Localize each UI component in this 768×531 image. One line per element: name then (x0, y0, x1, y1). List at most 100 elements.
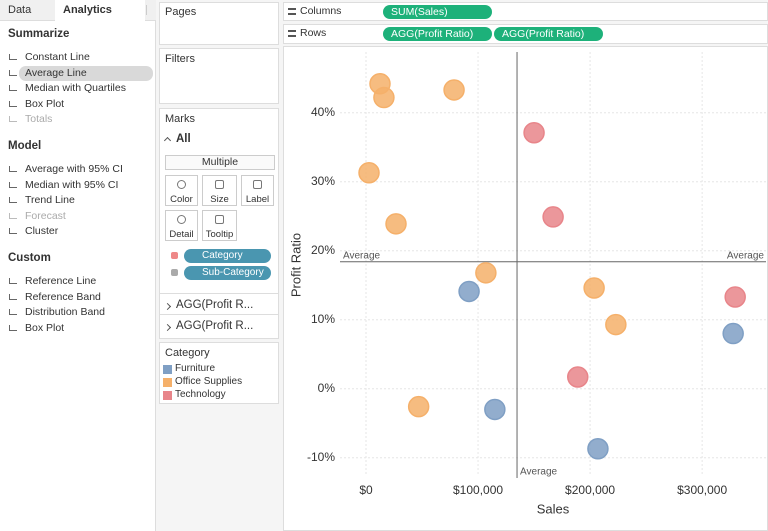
item-icon (9, 166, 17, 172)
analytics-item[interactable]: Reference Band (25, 290, 101, 303)
scatter-point (567, 366, 589, 388)
shelf-label: Columns (300, 5, 342, 17)
shelf-pill[interactable]: AGG(Profit Ratio) (383, 27, 492, 41)
item-icon (9, 69, 17, 76)
field-pill[interactable]: Category (184, 249, 271, 263)
field-icon (171, 269, 178, 276)
analytics-item[interactable]: Trend Line (25, 194, 75, 206)
analytics-item[interactable]: Reference Line (25, 275, 97, 287)
analytics-item[interactable]: Box Plot (25, 321, 65, 334)
x-axis-title: Sales (537, 501, 570, 516)
x-tick-label: $300,000 (677, 483, 727, 497)
legend-label: Furniture (175, 363, 216, 374)
filters-card (159, 48, 279, 104)
scatter-point (458, 280, 480, 303)
y-tick-label: -10% (307, 450, 335, 464)
button-icon (215, 180, 224, 189)
card-title: Pages (165, 6, 197, 18)
legend-label: Office Supplies (175, 376, 243, 387)
layer-divider (160, 293, 278, 294)
card-title: Filters (165, 53, 195, 65)
item-icon (9, 324, 17, 331)
analytics-item[interactable]: Box Plot (25, 97, 65, 110)
selection-highlight (19, 65, 153, 81)
scatter-point (484, 398, 506, 421)
scatter-point (475, 262, 497, 284)
y-tick-label: 10% (311, 312, 335, 326)
scatter-point (587, 438, 609, 460)
y-tick-label: 0% (318, 381, 336, 395)
scatter-point (583, 277, 605, 299)
shelf-icon (288, 30, 296, 37)
button-icon (253, 180, 262, 189)
marks-button[interactable]: Detail (165, 210, 198, 241)
item-icon (9, 212, 17, 219)
field-icon (171, 252, 178, 259)
button-icon (177, 180, 186, 189)
legend-swatch (163, 391, 172, 400)
analytics-item[interactable]: Average with 95% CI (25, 163, 123, 175)
columns-shelf (283, 2, 768, 21)
analytics-item[interactable]: Distribution Band (25, 306, 105, 318)
button-icon (177, 215, 186, 224)
button-icon (215, 215, 224, 224)
x-tick-label: $200,000 (565, 483, 615, 497)
scatter-point (385, 213, 407, 235)
item-icon (9, 85, 17, 91)
reference-label: Average (727, 250, 765, 261)
tab[interactable]: Analytics (55, 0, 145, 21)
marks-all[interactable]: All (176, 133, 191, 145)
legend-title: Category (165, 347, 210, 359)
shelf-icon (288, 8, 296, 15)
card-title: Marks (165, 113, 195, 125)
analytics-item[interactable]: Median with Quartiles (25, 82, 126, 94)
scatter-point (722, 322, 744, 345)
y-axis-title: Profit Ratio (288, 233, 303, 297)
analytics-item[interactable]: Constant Line (25, 51, 90, 63)
y-tick-label: 30% (311, 174, 335, 188)
field-pill[interactable]: Sub-Category (184, 266, 271, 280)
marks-layer[interactable]: AGG(Profit R... (176, 299, 254, 311)
item-icon (9, 228, 17, 234)
reference-label: Average (343, 250, 381, 261)
item-icon (9, 181, 17, 188)
y-tick-label: 40% (311, 105, 335, 119)
layer-divider (160, 314, 278, 315)
scatter-point (542, 206, 564, 228)
tab-menu-arrow[interactable] (146, 5, 154, 15)
item-icon (9, 278, 17, 284)
x-tick-label: $0 (359, 483, 373, 497)
legend-swatch (163, 365, 172, 374)
analytics-item[interactable]: Cluster (25, 225, 59, 237)
item-icon (9, 309, 17, 315)
tab[interactable]: Data (8, 4, 32, 16)
marks-layer[interactable]: AGG(Profit R... (176, 320, 254, 332)
section-title: Custom (8, 252, 51, 264)
scatter-point (523, 121, 545, 144)
shelf-pill[interactable]: AGG(Profit Ratio) (494, 27, 603, 41)
reference-label: Average (520, 467, 558, 478)
analytics-item[interactable]: Average Line (25, 66, 87, 79)
item-icon (9, 197, 17, 203)
shelf-pill[interactable]: SUM(Sales) (383, 5, 492, 19)
pages-card (159, 2, 279, 45)
analytics-item[interactable]: Median with 95% CI (25, 178, 119, 191)
analytics-item: Forecast (25, 209, 66, 222)
item-icon (9, 293, 17, 300)
scatter-point (373, 86, 395, 109)
mark-type-dropdown[interactable]: Multiple (165, 155, 275, 170)
legend-label: Technology (175, 389, 226, 400)
scatter-point (358, 162, 380, 184)
scatter-point (407, 395, 430, 418)
section-title: Model (8, 140, 42, 152)
y-tick-label: 20% (311, 243, 335, 257)
item-icon (9, 54, 17, 60)
shelf-label: Rows (300, 27, 327, 39)
scatter-point (724, 286, 746, 308)
chart: -10% 0% 10% 20% 30% 40% $0 $100,000 $200,000 $300… (283, 46, 768, 531)
x-tick-label: $100,000 (453, 483, 503, 497)
scatter-point (443, 79, 465, 101)
item-icon (9, 116, 17, 122)
legend-card (159, 342, 279, 404)
